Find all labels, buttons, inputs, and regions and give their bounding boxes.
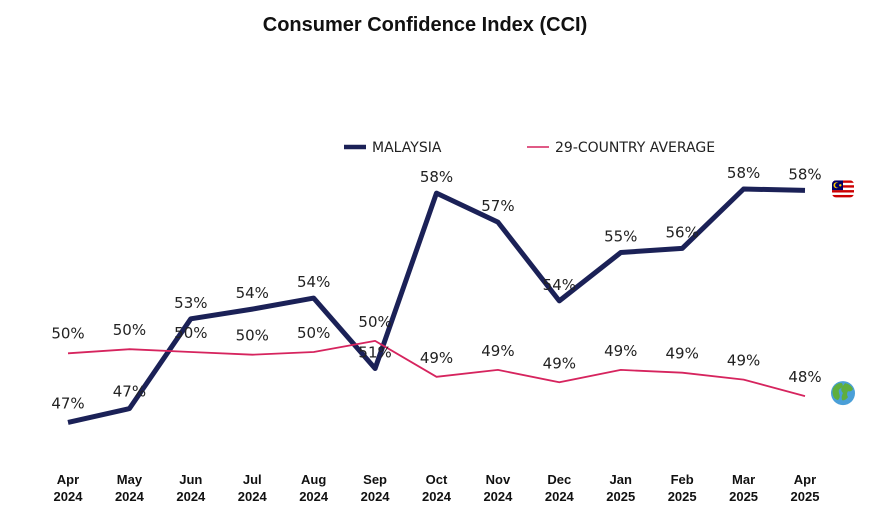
average-data-label: 49% [481,342,514,360]
malaysia-data-label: 51% [358,344,391,362]
average-data-label: 49% [665,345,698,363]
x-tick-label: Oct 2024 [422,472,452,504]
x-tick-label: Sep 2024 [361,472,391,504]
malaysia-series-line [67,186,806,425]
malaysia-data-label: 58% [727,164,760,182]
x-tick-label: Jul 2024 [238,472,268,504]
x-tick-label: Jan 2025 [606,472,635,504]
average-data-label: 49% [604,342,637,360]
average-data-label: 50% [51,324,84,342]
x-tick-label: Aug 2024 [299,472,329,504]
x-tick-label: Feb 2025 [668,472,697,504]
x-tick-label: Dec 2024 [545,472,575,504]
malaysia-data-label: 57% [481,197,514,215]
average-data-label: 50% [174,324,207,342]
x-tick-label: Jun 2024 [176,472,206,504]
average-data-label: 49% [420,349,453,367]
malaysia-data-label: 58% [420,168,453,186]
average-data-label: 50% [113,321,146,339]
legend-label: 29-COUNTRY AVERAGE [555,140,715,156]
x-tick-label: May 2024 [115,472,145,504]
malaysia-data-label: 55% [604,228,637,246]
average-data-label: 50% [236,327,269,345]
legend-label: MALAYSIA [372,140,442,156]
x-tick-label: Nov 2024 [483,472,513,504]
malaysia-flag-icon [832,180,854,198]
malaysia-data-label: 54% [543,276,576,294]
x-tick-label: Apr 2025 [791,472,820,504]
average-data-label: 50% [358,313,391,331]
x-tick-label: Mar 2025 [729,472,758,504]
average-data-label: 49% [543,354,576,372]
chart-title: Consumer Confidence Index (CCI) [262,14,588,36]
average-series-line [67,339,806,397]
average-data-label: 49% [727,352,760,370]
x-tick-label: Apr 2024 [54,472,84,504]
malaysia-data-label: 58% [788,165,821,183]
malaysia-data-label: 47% [113,383,146,401]
average-data-label: 50% [297,324,330,342]
globe-icon [831,381,855,406]
malaysia-data-label: 54% [297,273,330,291]
malaysia-data-label: 53% [174,294,207,312]
malaysia-data-label: 47% [51,394,84,412]
malaysia-data-label: 54% [236,284,269,302]
malaysia-data-label: 56% [665,223,698,241]
average-data-label: 48% [788,368,821,386]
